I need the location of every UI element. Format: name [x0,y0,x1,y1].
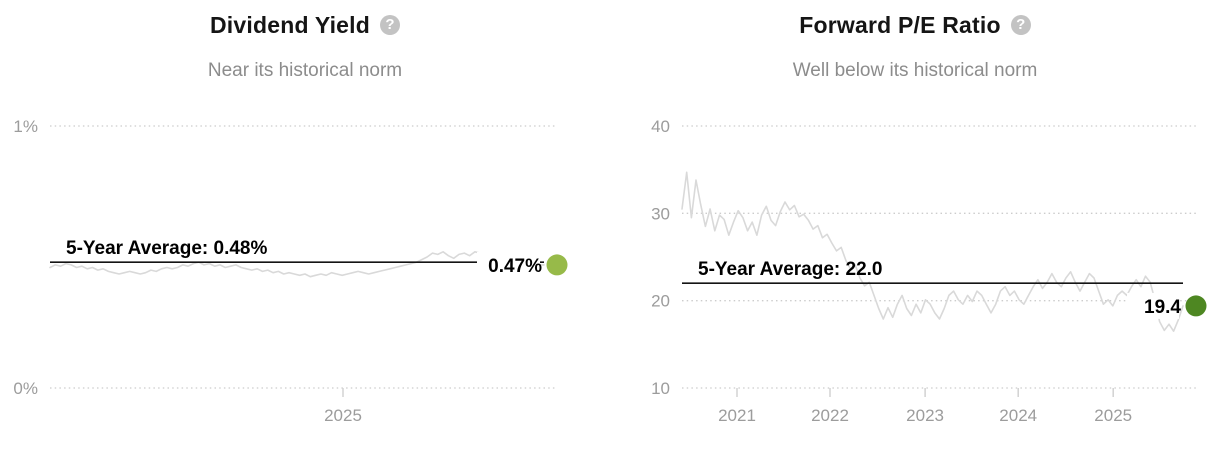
y-axis-label: 10 [651,379,670,398]
current-value-dot [546,254,568,276]
forward-pe-title: Forward P/E Ratio [799,11,1001,38]
help-icon[interactable]: ? [1010,15,1031,35]
forward-pe-title-row: Forward P/E Ratio ? [610,10,1220,40]
x-axis-label: 2021 [718,406,756,425]
current-value-label-bg [477,251,540,278]
forward-pe-chart: 40 30 20 10 2021 2022 2023 2024 2025 5-Year Avera… [651,117,1207,425]
help-icon[interactable]: ? [380,15,400,35]
y-axis-label: 0% [13,379,38,398]
dividend-yield-chart: 1% 0% 2025 5-Year Average: 0.48% 0.47% [13,117,568,425]
data-series-line [681,171,1184,332]
y-axis-label: 30 [651,204,670,223]
current-value-label: 19.4 [1144,297,1181,318]
y-axis-label: 1% [13,117,38,136]
x-axis-label: 2025 [1094,406,1132,425]
data-series-line [49,251,545,278]
x-axis-label: 2023 [906,406,944,425]
forward-pe-subtitle: Well below its historical norm [792,60,1038,81]
dividend-yield-subtitle: Near its historical norm [207,60,403,81]
dividend-yield-title-row: Dividend Yield ? [0,10,610,40]
x-axis-label: 2022 [811,406,849,425]
current-value-label: 0.47% [488,256,542,277]
dividend-yield-title: Dividend Yield [209,11,370,38]
dividend-yield-panel: Dividend Yield ? Near its historical nor… [0,0,610,448]
x-axis-label: 2024 [999,406,1037,425]
y-axis-label: 20 [651,292,670,311]
forward-pe-panel: Forward P/E Ratio ? Well below its histo… [610,0,1220,448]
y-axis-label: 40 [651,117,670,136]
current-value-dot [1185,295,1207,317]
forward-pe-header: Forward P/E Ratio ? Well below its histo… [610,0,1220,108]
average-label: 5-Year Average: 0.48% [66,238,267,259]
current-value-label-bg [1127,292,1179,319]
average-label: 5-Year Average: 22.0 [698,259,883,280]
dividend-yield-header: Dividend Yield ? Near its historical nor… [0,0,610,108]
x-axis-label: 2025 [324,406,362,425]
